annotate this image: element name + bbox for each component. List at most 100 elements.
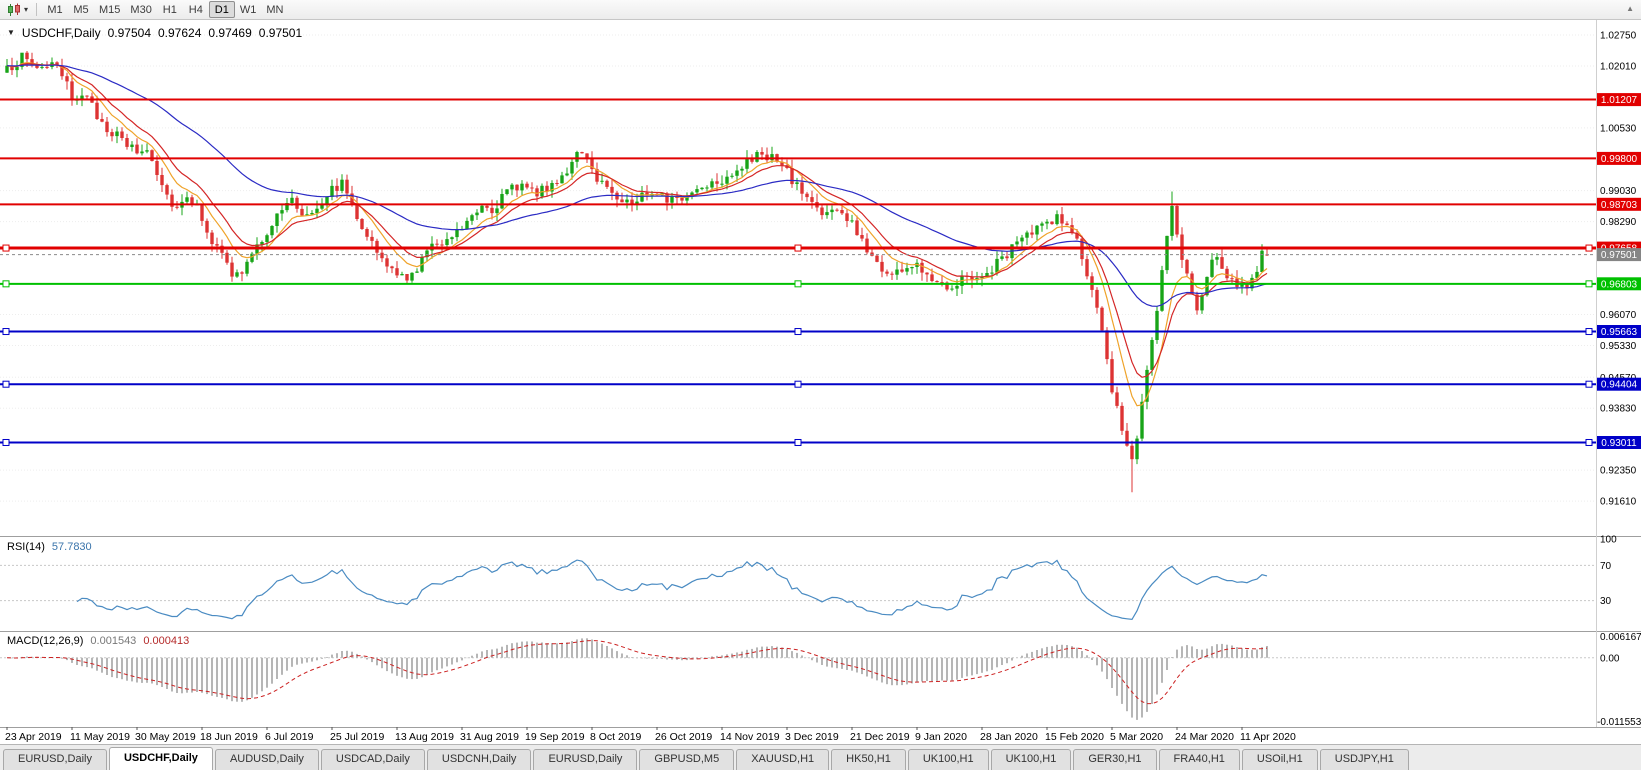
line-handle[interactable] xyxy=(1585,380,1593,388)
svg-text:0.91610: 0.91610 xyxy=(1600,497,1637,508)
grid-lines xyxy=(0,34,1596,502)
moving-average-lines xyxy=(6,61,1268,407)
chart-tab[interactable]: USDJPY,H1 xyxy=(1319,749,1409,770)
svg-text:28 Jan 2020: 28 Jan 2020 xyxy=(980,731,1038,743)
line-handle[interactable] xyxy=(2,280,10,288)
svg-text:0.99030: 0.99030 xyxy=(1600,186,1637,197)
ohlc-close-value: 0.97501 xyxy=(258,26,303,40)
chart-tab[interactable]: AUDUSD,Daily xyxy=(214,749,319,770)
line-handle[interactable] xyxy=(2,438,10,446)
svg-text:0.97501: 0.97501 xyxy=(1601,250,1638,261)
timeframe-h4-button[interactable]: H4 xyxy=(183,1,209,18)
horizontal-level-lines xyxy=(0,98,1596,446)
svg-text:0.94404: 0.94404 xyxy=(1601,380,1638,391)
timeframe-mn-button[interactable]: MN xyxy=(261,1,288,18)
timeframe-m15-button[interactable]: M15 xyxy=(94,1,125,18)
svg-text:0.96803: 0.96803 xyxy=(1601,279,1638,290)
line-handle[interactable] xyxy=(794,280,802,288)
chart-tab[interactable]: UK100,H1 xyxy=(990,749,1072,770)
chart-tab[interactable]: USDCAD,Daily xyxy=(320,749,425,770)
chart-tab[interactable]: XAUUSD,H1 xyxy=(736,749,830,770)
chart-tab-bar: EURUSD,Daily USDCHF,Daily AUDUSD,Daily U… xyxy=(0,744,1641,770)
chart-type-button[interactable]: ▾ xyxy=(4,2,31,18)
rsi-level-lines xyxy=(0,564,1596,602)
svg-text:0.95330: 0.95330 xyxy=(1600,341,1637,352)
rsi-value: 57.7830 xyxy=(51,541,92,553)
chart-tab[interactable]: USOil,H1 xyxy=(1241,749,1318,770)
svg-text:0.93830: 0.93830 xyxy=(1600,404,1637,415)
timeframe-m5-button[interactable]: M5 xyxy=(68,1,94,18)
svg-text:15 Feb 2020: 15 Feb 2020 xyxy=(1045,731,1104,743)
svg-text:-0.011553: -0.011553 xyxy=(1597,717,1641,728)
svg-text:5 Mar 2020: 5 Mar 2020 xyxy=(1110,731,1163,743)
chart-title: ▼ USDCHF,Daily 0.97504 0.97624 0.97469 0… xyxy=(7,26,302,40)
svg-text:0.99800: 0.99800 xyxy=(1601,154,1638,165)
svg-text:11 May 2019: 11 May 2019 xyxy=(70,731,130,743)
chart-tab[interactable]: USDCNH,Daily xyxy=(426,749,532,770)
chart-tab[interactable]: GER30,H1 xyxy=(1073,749,1157,770)
price-level-badge xyxy=(1597,436,1641,449)
svg-text:30: 30 xyxy=(1600,596,1612,607)
price-level-badge xyxy=(1597,93,1641,107)
toolbar-separator xyxy=(36,3,38,16)
scroll-up-button[interactable]: ▲ xyxy=(1626,4,1634,13)
chart-tab[interactable]: USDCHF,Daily xyxy=(108,747,213,770)
ohlc-open-value: 0.97504 xyxy=(107,26,151,40)
timeframe-m30-button[interactable]: M30 xyxy=(125,1,156,18)
panel-separators xyxy=(0,20,1641,728)
rsi-axis-labels: 100 70 30 xyxy=(1600,535,1617,608)
symbol-dropdown-icon[interactable]: ▼ xyxy=(7,28,15,37)
rsi-name: RSI(14) xyxy=(7,541,45,553)
price-chart-canvas[interactable]: 1.02750 1.02010 1.00530 0.99030 0.98290 0.960… xyxy=(0,20,1641,744)
timeframe-d1-button[interactable]: D1 xyxy=(208,1,235,18)
svg-text:1.00530: 1.00530 xyxy=(1600,123,1637,134)
line-handle[interactable] xyxy=(794,244,802,252)
price-level-badge xyxy=(1597,197,1641,211)
svg-text:1.02750: 1.02750 xyxy=(1600,31,1637,42)
ohlc-high-value: 0.97624 xyxy=(158,26,202,40)
svg-text:3 Dec 2019: 3 Dec 2019 xyxy=(785,731,839,743)
line-handle[interactable] xyxy=(1585,328,1593,336)
svg-text:31 Aug 2019: 31 Aug 2019 xyxy=(460,731,519,743)
macd-value-main: 0.001543 xyxy=(90,635,137,647)
chart-symbol-label: USDCHF,Daily xyxy=(21,26,101,40)
line-handle[interactable] xyxy=(1585,244,1593,252)
chart-tab[interactable]: GBPUSD,M5 xyxy=(639,749,735,770)
svg-text:21 Dec 2019: 21 Dec 2019 xyxy=(850,731,910,743)
timeframe-toolbar: ▾ M1 M5 M15 M30 H1 H4 D1 W1 MN ▲ xyxy=(0,0,1641,20)
line-handle[interactable] xyxy=(2,244,10,252)
timeframe-m1-button[interactable]: M1 xyxy=(42,1,68,18)
chart-tab[interactable]: HK50,H1 xyxy=(831,749,906,770)
svg-text:14 Nov 2019: 14 Nov 2019 xyxy=(720,731,780,743)
svg-text:26 Oct 2019: 26 Oct 2019 xyxy=(655,731,712,743)
line-handle[interactable] xyxy=(1585,438,1593,446)
candlestick-chart-icon xyxy=(8,3,20,16)
dropdown-caret-icon: ▾ xyxy=(24,4,29,14)
svg-text:0.98703: 0.98703 xyxy=(1601,200,1638,211)
line-handle[interactable] xyxy=(1585,280,1593,288)
svg-text:19 Sep 2019: 19 Sep 2019 xyxy=(525,731,585,743)
svg-text:18 Jun 2019: 18 Jun 2019 xyxy=(200,731,258,743)
chart-tab[interactable]: FRA40,H1 xyxy=(1158,749,1240,770)
line-handle[interactable] xyxy=(2,380,10,388)
svg-text:70: 70 xyxy=(1600,561,1612,572)
svg-text:6 Jul 2019: 6 Jul 2019 xyxy=(265,731,314,743)
price-level-badge xyxy=(1597,151,1641,165)
rsi-line xyxy=(76,559,1268,621)
price-level-badge xyxy=(1597,277,1641,291)
chart-window: 1.02750 1.02010 1.00530 0.99030 0.98290 0.960… xyxy=(0,20,1641,744)
svg-text:30 May 2019: 30 May 2019 xyxy=(135,731,196,743)
line-handle[interactable] xyxy=(794,380,802,388)
line-handle[interactable] xyxy=(2,328,10,336)
chart-tab[interactable]: UK100,H1 xyxy=(907,749,989,770)
line-handle[interactable] xyxy=(794,438,802,446)
svg-text:1.01207: 1.01207 xyxy=(1601,95,1638,106)
chart-tab[interactable]: EURUSD,Daily xyxy=(3,749,107,770)
timeframe-h1-button[interactable]: H1 xyxy=(157,1,183,18)
timeframe-w1-button[interactable]: W1 xyxy=(235,1,262,18)
svg-text:0.00: 0.00 xyxy=(1600,653,1620,664)
line-handle[interactable] xyxy=(794,328,802,336)
svg-text:0.95663: 0.95663 xyxy=(1601,327,1638,338)
chart-tab[interactable]: EURUSD,Daily xyxy=(533,749,638,770)
macd-value-signal: 0.000413 xyxy=(143,635,190,647)
